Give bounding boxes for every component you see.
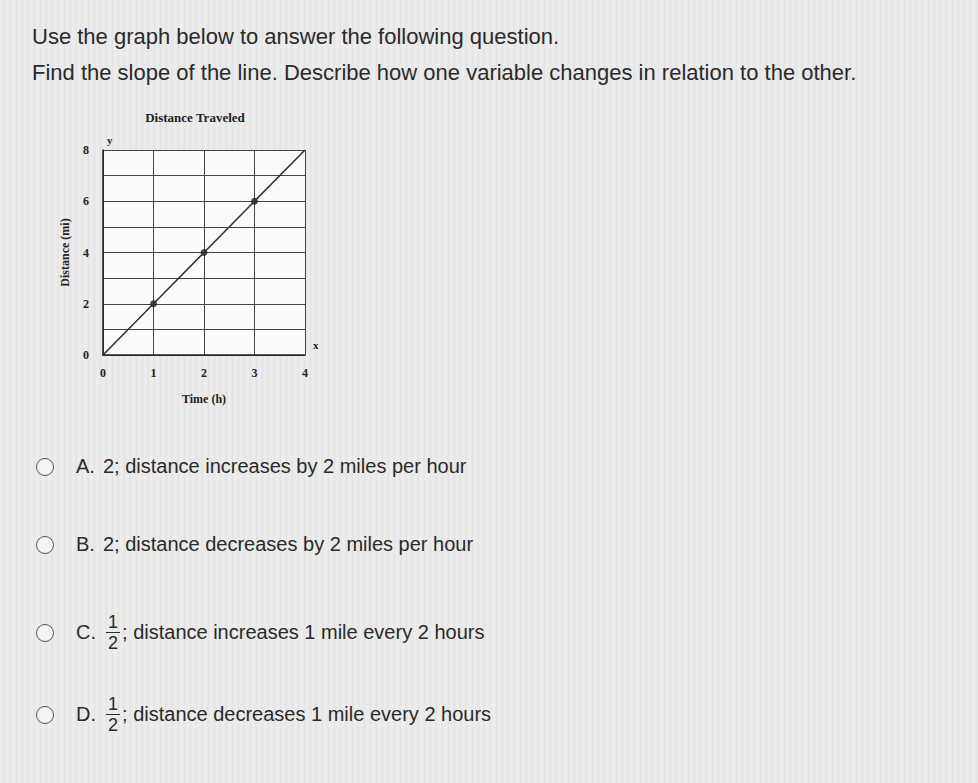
- html-text:Find the slope of the line. De: Find the slope of the line. Describe how…: [32, 60, 857, 85]
- svg-text:y: y: [107, 134, 113, 146]
- svg-text:x: x: [313, 339, 319, 351]
- svg-text:4: 4: [83, 246, 89, 260]
- svg-text:3: 3: [252, 366, 258, 380]
- svg-text:6: 6: [83, 194, 89, 208]
- svg-text:Distance Traveled: Distance Traveled: [145, 110, 245, 125]
- svg-text:2: 2: [83, 297, 89, 311]
- svg-text:Distance (mi): Distance (mi): [58, 218, 72, 286]
- svg-text:0: 0: [83, 348, 89, 362]
- html-text:C.: C.: [76, 621, 96, 643]
- html-text:A. 2; distance increases by 2: A. 2; distance increases by 2 miles per …: [76, 455, 467, 477]
- svg-text:0: 0: [100, 366, 106, 380]
- svg-text:1: 1: [151, 366, 157, 380]
- html-text:1: 1: [108, 694, 118, 714]
- svg-text:8: 8: [83, 143, 89, 157]
- html-text:2 ; distance decreases 1 mile: 2 ; distance decreases 1 mile every 2 ho…: [108, 703, 492, 735]
- svg-text:Time (h): Time (h): [182, 392, 226, 406]
- svg-text:4: 4: [302, 366, 308, 380]
- html-text:Use the graph below to answer: Use the graph below to answer the follow…: [32, 24, 560, 49]
- html-text:2 ; distance increases 1 mile: 2 ; distance increases 1 mile every 2 ho…: [108, 621, 485, 653]
- html-text:D.: D.: [76, 703, 96, 725]
- html-text:B. 2; distance decreases by 2: B. 2; distance decreases by 2 miles per …: [76, 533, 474, 555]
- svg-text:2: 2: [201, 366, 207, 380]
- html-text:1: 1: [108, 612, 118, 632]
